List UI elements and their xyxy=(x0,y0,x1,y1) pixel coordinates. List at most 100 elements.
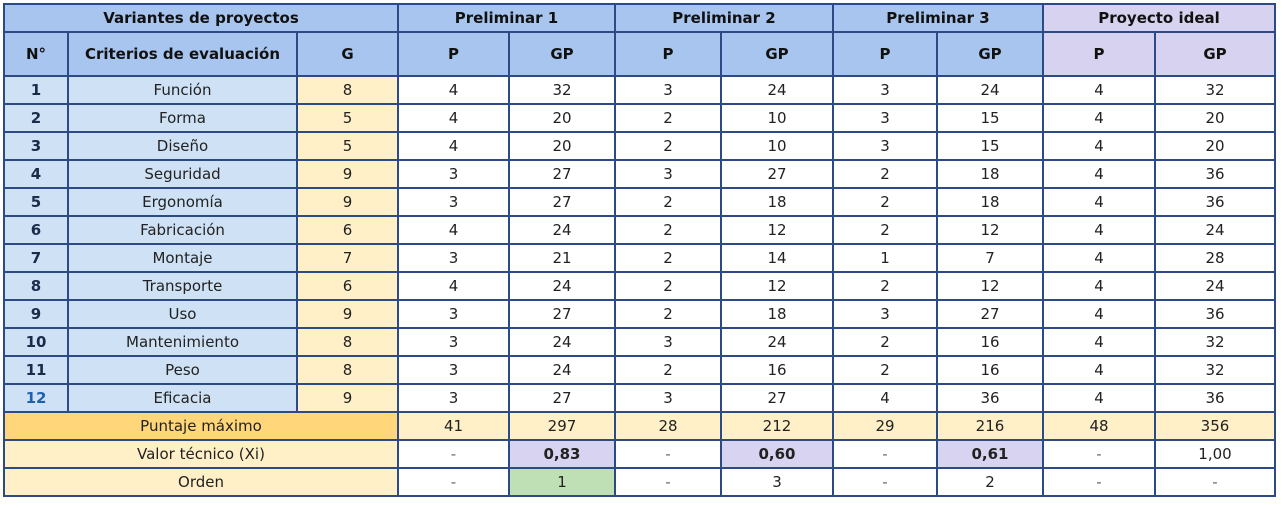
criterion-weight: 5 xyxy=(296,103,399,133)
score-p1: 3 xyxy=(397,243,510,273)
score-gp2: 10 xyxy=(720,103,834,133)
criterion-name: Seguridad xyxy=(67,159,298,189)
score-gp3: 16 xyxy=(936,355,1044,385)
score-gp3: 36 xyxy=(936,383,1044,413)
prelim2-header: Preliminar 2 xyxy=(614,3,834,33)
criterion-name: Montaje xyxy=(67,243,298,273)
score-gp3: 16 xyxy=(936,327,1044,357)
prelim3-header: Preliminar 3 xyxy=(832,3,1044,33)
row-number: 11 xyxy=(3,355,69,385)
order-p1: - xyxy=(397,467,510,497)
score-gp3: 15 xyxy=(936,103,1044,133)
table-row: 11 Peso 8 3 24 2 16 2 16 4 32 xyxy=(3,355,1276,385)
header-row-columns: N° Criterios de evaluación G P GP P GP P… xyxy=(3,31,1276,77)
score-gp1: 20 xyxy=(508,103,616,133)
score-p1: 3 xyxy=(397,383,510,413)
criterion-weight: 8 xyxy=(296,75,399,105)
tech-p3: - xyxy=(832,439,938,469)
score-gp1: 24 xyxy=(508,355,616,385)
criterion-name: Peso xyxy=(67,355,298,385)
score-pi: 4 xyxy=(1042,271,1156,301)
score-p1: 3 xyxy=(397,327,510,357)
tech-p1: - xyxy=(397,439,510,469)
table-row: 8 Transporte 6 4 24 2 12 2 12 4 24 xyxy=(3,271,1276,301)
score-p3: 4 xyxy=(832,383,938,413)
score-gpi: 20 xyxy=(1154,103,1276,133)
score-pi: 4 xyxy=(1042,159,1156,189)
max-pi: 48 xyxy=(1042,411,1156,441)
score-gpi: 36 xyxy=(1154,299,1276,329)
score-gp1: 21 xyxy=(508,243,616,273)
score-gp3: 7 xyxy=(936,243,1044,273)
table-row: 9 Uso 9 3 27 2 18 3 27 4 36 xyxy=(3,299,1276,329)
score-p2: 2 xyxy=(614,299,722,329)
tech-gpi: 1,00 xyxy=(1154,439,1276,469)
row-number: 5 xyxy=(3,187,69,217)
score-gpi: 36 xyxy=(1154,159,1276,189)
criterion-weight: 9 xyxy=(296,299,399,329)
table-row: 1 Función 8 4 32 3 24 3 24 4 32 xyxy=(3,75,1276,105)
score-gp2: 18 xyxy=(720,299,834,329)
score-p1: 3 xyxy=(397,187,510,217)
max-gp3: 216 xyxy=(936,411,1044,441)
max-p2: 28 xyxy=(614,411,722,441)
score-gp3: 18 xyxy=(936,187,1044,217)
table-row: 5 Ergonomía 9 3 27 2 18 2 18 4 36 xyxy=(3,187,1276,217)
score-gp2: 24 xyxy=(720,75,834,105)
score-p2: 2 xyxy=(614,271,722,301)
tech-pi: - xyxy=(1042,439,1156,469)
row-number: 6 xyxy=(3,215,69,245)
table-row: 4 Seguridad 9 3 27 3 27 2 18 4 36 xyxy=(3,159,1276,189)
score-gp2: 18 xyxy=(720,187,834,217)
criterion-name: Mantenimiento xyxy=(67,327,298,357)
score-gp1: 27 xyxy=(508,299,616,329)
score-gp2: 14 xyxy=(720,243,834,273)
criteria-header: Criterios de evaluación xyxy=(67,31,298,77)
criterion-name: Eficacia xyxy=(67,383,298,413)
score-pi: 4 xyxy=(1042,299,1156,329)
num-header: N° xyxy=(3,31,69,77)
score-p2: 2 xyxy=(614,355,722,385)
gp1-header: GP xyxy=(508,31,616,77)
evaluation-table: Variantes de proyectos Preliminar 1 Prel… xyxy=(3,3,1276,497)
criterion-weight: 9 xyxy=(296,187,399,217)
score-gp1: 27 xyxy=(508,187,616,217)
max-label: Puntaje máximo xyxy=(3,411,399,441)
score-p3: 1 xyxy=(832,243,938,273)
score-p3: 2 xyxy=(832,355,938,385)
score-gp2: 10 xyxy=(720,131,834,161)
score-gpi: 24 xyxy=(1154,215,1276,245)
score-p2: 2 xyxy=(614,243,722,273)
score-gp1: 32 xyxy=(508,75,616,105)
score-p1: 3 xyxy=(397,299,510,329)
ideal-header: Proyecto ideal xyxy=(1042,3,1276,33)
tech-label: Valor técnico (Xi) xyxy=(3,439,399,469)
score-gpi: 32 xyxy=(1154,355,1276,385)
order-gp1: 1 xyxy=(508,467,616,497)
row-number: 4 xyxy=(3,159,69,189)
row-number: 3 xyxy=(3,131,69,161)
score-p1: 4 xyxy=(397,271,510,301)
score-gp3: 15 xyxy=(936,131,1044,161)
order-gp2: 3 xyxy=(720,467,834,497)
row-number: 7 xyxy=(3,243,69,273)
criterion-weight: 5 xyxy=(296,131,399,161)
criterion-name: Fabricación xyxy=(67,215,298,245)
max-gp1: 297 xyxy=(508,411,616,441)
score-p1: 4 xyxy=(397,75,510,105)
row-number: 1 xyxy=(3,75,69,105)
score-pi: 4 xyxy=(1042,131,1156,161)
max-p1: 41 xyxy=(397,411,510,441)
criterion-weight: 9 xyxy=(296,383,399,413)
score-pi: 4 xyxy=(1042,187,1156,217)
score-gpi: 20 xyxy=(1154,131,1276,161)
score-gpi: 24 xyxy=(1154,271,1276,301)
score-gp1: 24 xyxy=(508,215,616,245)
criterion-name: Transporte xyxy=(67,271,298,301)
table-row: 12 Eficacia 9 3 27 3 27 4 36 4 36 xyxy=(3,383,1276,413)
tech-gp2: 0,60 xyxy=(720,439,834,469)
prelim1-header: Preliminar 1 xyxy=(397,3,616,33)
score-gp2: 27 xyxy=(720,383,834,413)
criterion-weight: 9 xyxy=(296,159,399,189)
score-gp2: 12 xyxy=(720,271,834,301)
